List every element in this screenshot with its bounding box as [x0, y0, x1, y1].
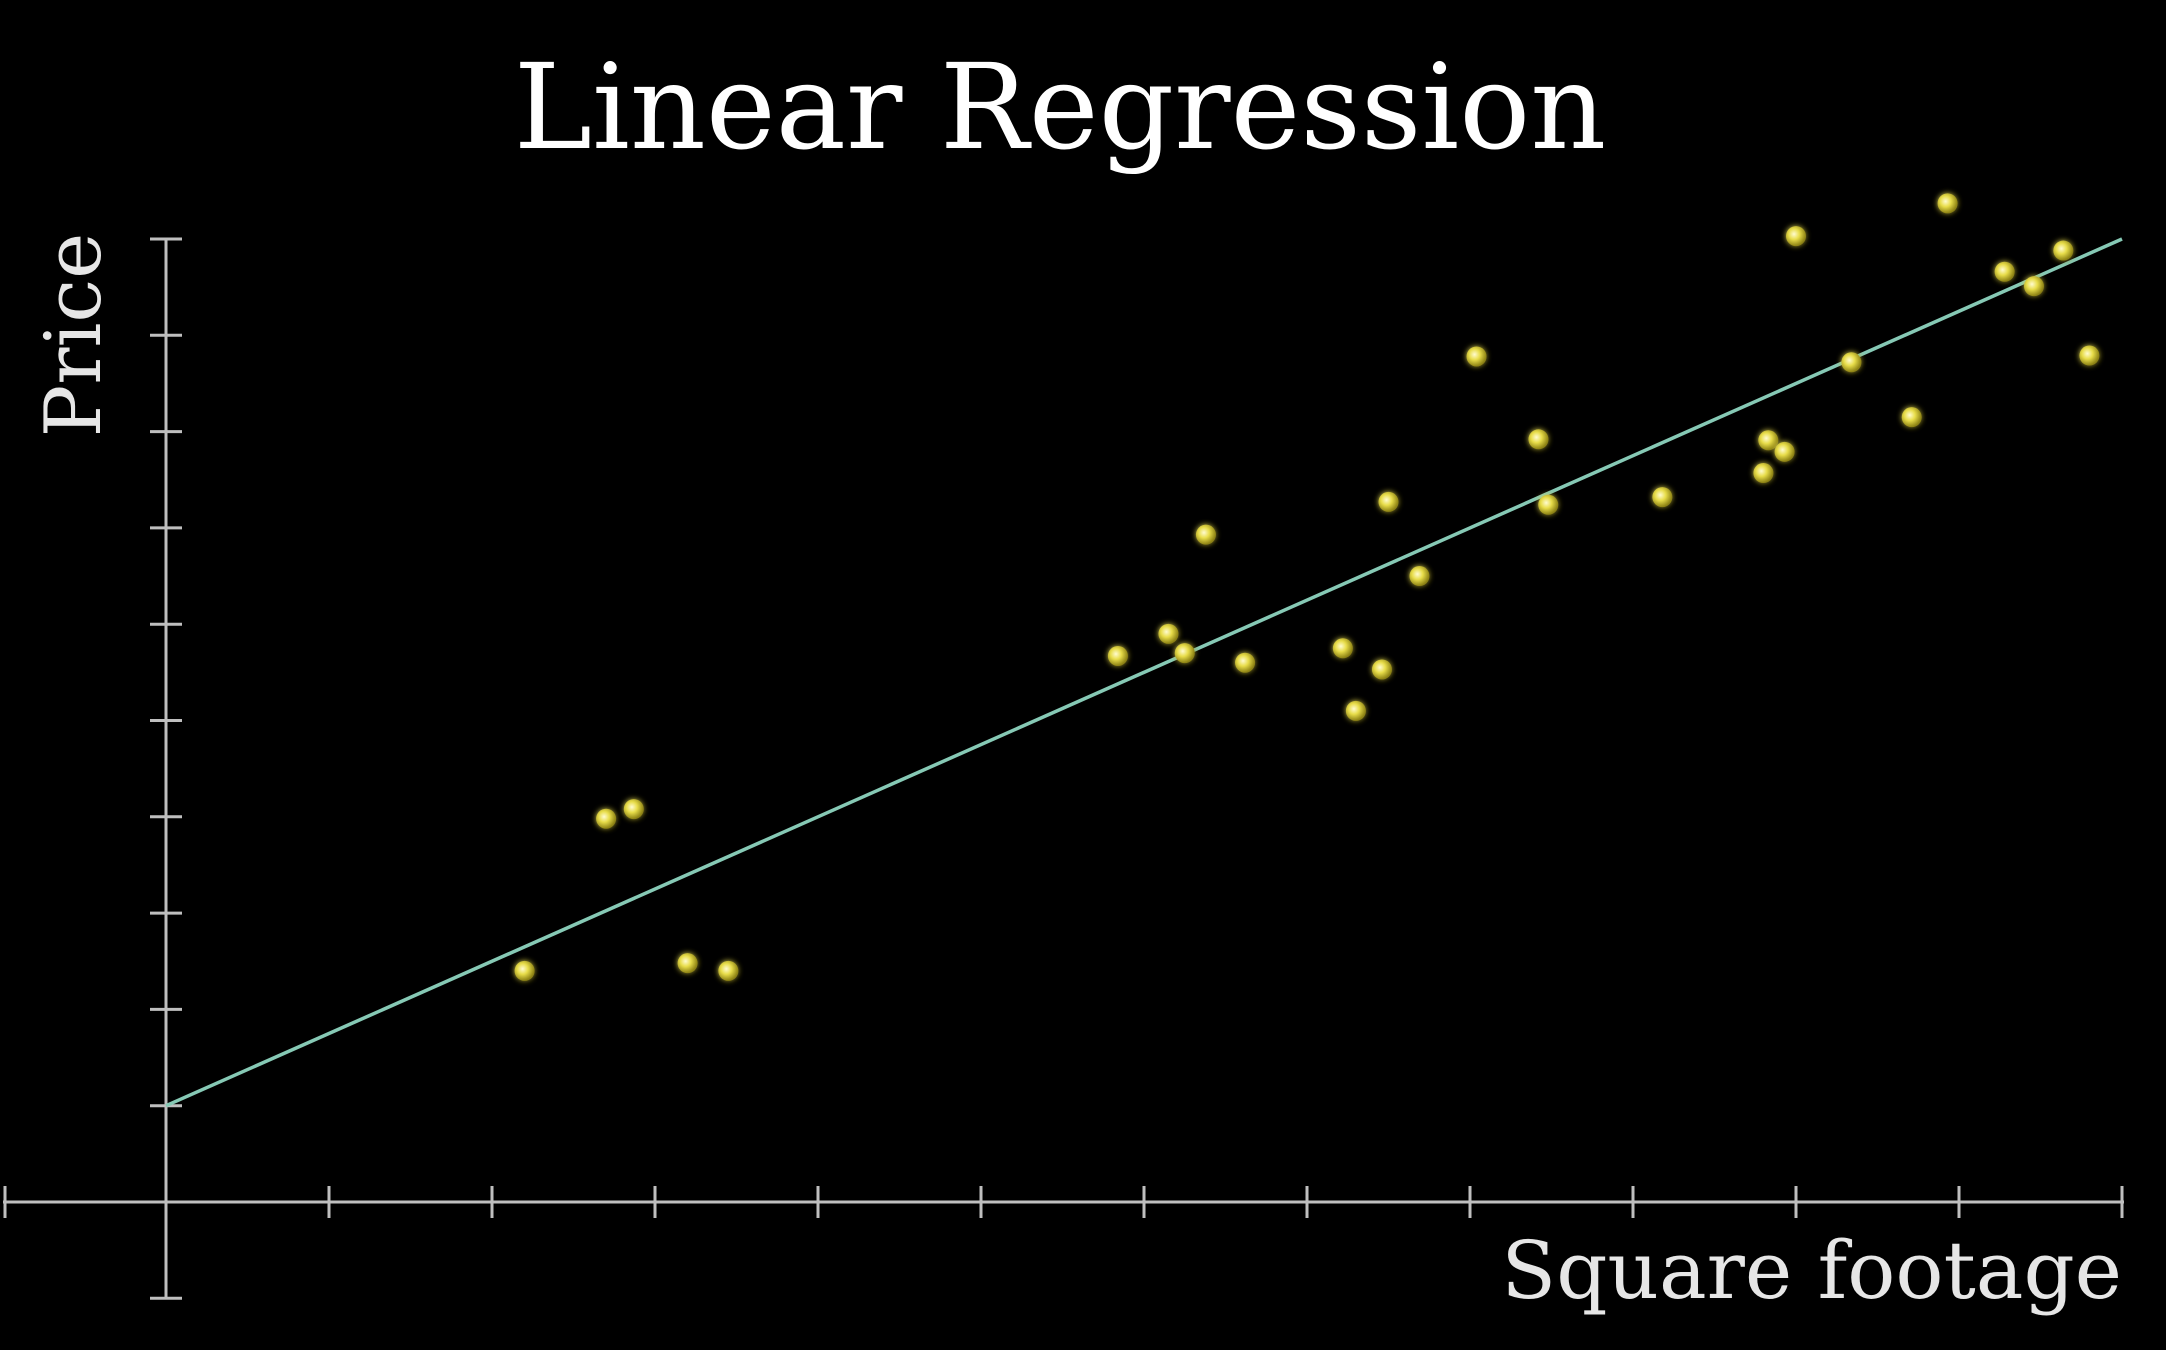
data-point-17 [1528, 429, 1549, 450]
x-axis-label: Square footage [1501, 1224, 2122, 1317]
chart-title: Linear Regression [514, 38, 1607, 176]
fit-line-group [165, 237, 2123, 1108]
data-point-27 [1994, 261, 2015, 282]
data-point-20 [1753, 463, 1774, 484]
data-point-16 [1466, 346, 1487, 367]
data-point-8 [1174, 643, 1195, 664]
data-point-1 [514, 960, 535, 981]
regression-line [165, 237, 2123, 1108]
data-point-4 [677, 953, 698, 974]
data-point-9 [1195, 524, 1216, 545]
data-point-11 [1332, 638, 1353, 659]
data-point-28 [2023, 276, 2044, 297]
data-point-30 [2079, 345, 2100, 366]
data-point-3 [623, 799, 644, 820]
data-point-23 [1786, 226, 1806, 247]
data-point-10 [1235, 652, 1256, 673]
axes [3, 237, 2124, 1300]
data-point-21 [1758, 430, 1779, 451]
data-point-13 [1371, 659, 1392, 680]
data-point-25 [1901, 407, 1922, 428]
data-point-26 [1937, 193, 1958, 214]
y-axis-label: Price [29, 233, 119, 438]
data-point-29 [2053, 240, 2074, 261]
data-point-7 [1158, 623, 1179, 644]
data-point-2 [596, 808, 617, 829]
data-point-15 [1409, 566, 1430, 587]
data-point-24 [1841, 352, 1862, 373]
data-point-6 [1107, 645, 1128, 666]
data-point-12 [1345, 700, 1366, 721]
data-point-14 [1378, 491, 1399, 512]
data-point-5 [718, 960, 739, 981]
data-point-22 [1774, 441, 1795, 462]
data-point-18 [1538, 494, 1559, 515]
data-point-19 [1652, 487, 1673, 508]
data-points [514, 193, 2100, 981]
